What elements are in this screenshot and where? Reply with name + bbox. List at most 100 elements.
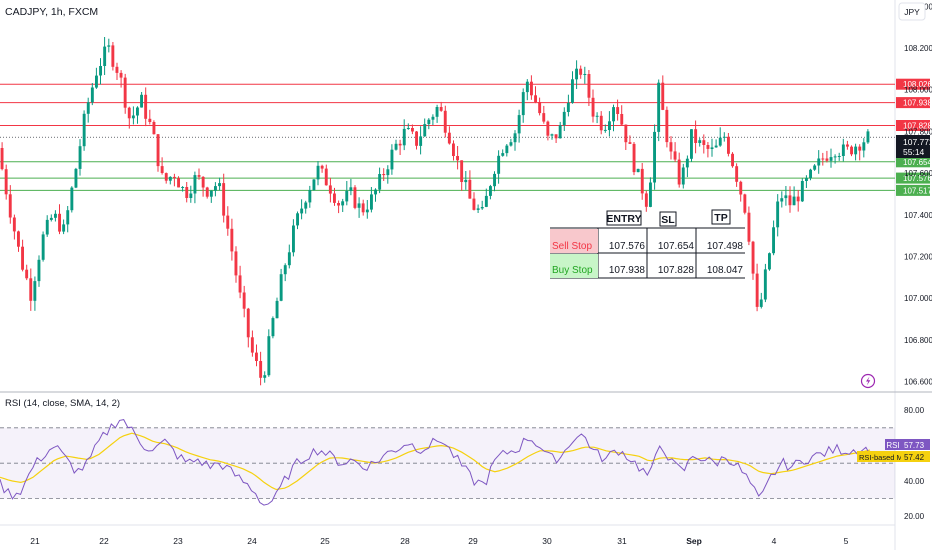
candle-body [58, 213, 61, 232]
candle-body [480, 207, 484, 209]
candle-body [25, 269, 29, 279]
candle-body [747, 212, 751, 242]
candle-body [201, 176, 205, 188]
last-price-countdown: 55:14 [903, 147, 925, 157]
candle-body [111, 45, 115, 67]
entry-header-box [606, 210, 642, 226]
candle-body [390, 149, 394, 170]
rsi-ma-line [0, 432, 871, 491]
candle-body [189, 193, 193, 198]
candle-body [62, 224, 66, 232]
candle-body [837, 156, 841, 157]
candle-body [644, 193, 648, 207]
currency-badge[interactable] [898, 2, 926, 21]
tp-header-box [711, 209, 731, 225]
candle-body [66, 210, 70, 225]
candle-body [784, 195, 788, 199]
candle-body [575, 68, 578, 80]
candle-body [833, 156, 837, 158]
candle-body [370, 194, 373, 210]
candle-body [70, 187, 74, 211]
candle-body [427, 119, 431, 125]
candle-body [312, 179, 316, 191]
time-tick-label: 29 [468, 536, 478, 546]
candle-body [489, 186, 492, 196]
last-price-badge [896, 135, 930, 158]
candle-body [866, 131, 870, 143]
candle-body [54, 213, 57, 218]
candle-body [599, 115, 603, 131]
candle-body [772, 227, 775, 254]
candle-body [415, 131, 418, 146]
candle-body [357, 203, 361, 208]
candle-body [484, 195, 488, 207]
candle-body [361, 203, 365, 213]
candle-body [657, 82, 661, 132]
candle-body [805, 178, 808, 181]
entry-header: ENTRY [606, 213, 641, 225]
candle-body [677, 159, 681, 185]
sell-stop-sl: 107.654 [658, 241, 695, 252]
candle-body [640, 168, 644, 194]
price-tick-label: 106.600 [904, 378, 932, 387]
level-label: 107.517 [903, 186, 932, 195]
candle-body [95, 75, 98, 88]
candles [0, 37, 870, 386]
candle-body [222, 183, 226, 216]
candle-body [809, 169, 812, 179]
candle-body [513, 133, 517, 143]
candle-body [103, 46, 107, 66]
candle-body [739, 181, 743, 195]
candle-body [345, 190, 349, 202]
candle-body [710, 147, 714, 149]
candle-body [316, 165, 320, 180]
candle-body [419, 136, 423, 146]
candle-body [41, 234, 45, 260]
candle-body [320, 165, 324, 169]
candle-body [287, 252, 291, 266]
candle-body [624, 124, 628, 143]
time-tick-label: 28 [400, 536, 410, 546]
candle-body [714, 145, 718, 148]
time-tick-label: 31 [617, 536, 627, 546]
candle-body [271, 318, 275, 337]
candle-body [521, 92, 525, 116]
candle-body [218, 183, 221, 187]
candle-body [296, 213, 299, 226]
candle-body [226, 215, 230, 229]
candle-body [792, 196, 796, 206]
level-label-badge [896, 172, 930, 184]
candle-body [566, 102, 570, 112]
candle-body [755, 273, 759, 307]
candle-body [238, 275, 242, 293]
ma-value: 57.42 [904, 453, 925, 462]
buy-stop-cell [550, 254, 598, 278]
candle-body [751, 241, 755, 274]
candle-body [612, 107, 615, 122]
candle-body [411, 128, 414, 132]
candle-body [33, 281, 37, 301]
candle-body [127, 107, 131, 119]
candle-body [821, 158, 825, 160]
candle-body [435, 107, 439, 117]
candle-body [214, 186, 217, 191]
candle-body [185, 187, 189, 198]
lightning-icon[interactable] [860, 373, 876, 389]
ma-label-badge [857, 451, 901, 462]
candle-body [439, 107, 443, 111]
candle-body [447, 132, 451, 144]
candle-body [858, 146, 862, 151]
horizontal-levels: 108.026 107.938 107.828 107.654 107.576 107.5… [0, 78, 932, 196]
candle-body [4, 169, 8, 195]
candle-body [21, 246, 24, 270]
candle-body [82, 113, 86, 147]
candle-body [12, 217, 16, 232]
candle-body [148, 118, 152, 122]
price-tick-label: 107.600 [904, 169, 932, 178]
rsi-label-badge [885, 439, 901, 450]
time-tick-label: 30 [542, 536, 552, 546]
candle-body [505, 145, 509, 154]
candle-body [205, 187, 209, 197]
candle-body [534, 95, 537, 102]
candle-body [464, 179, 468, 183]
